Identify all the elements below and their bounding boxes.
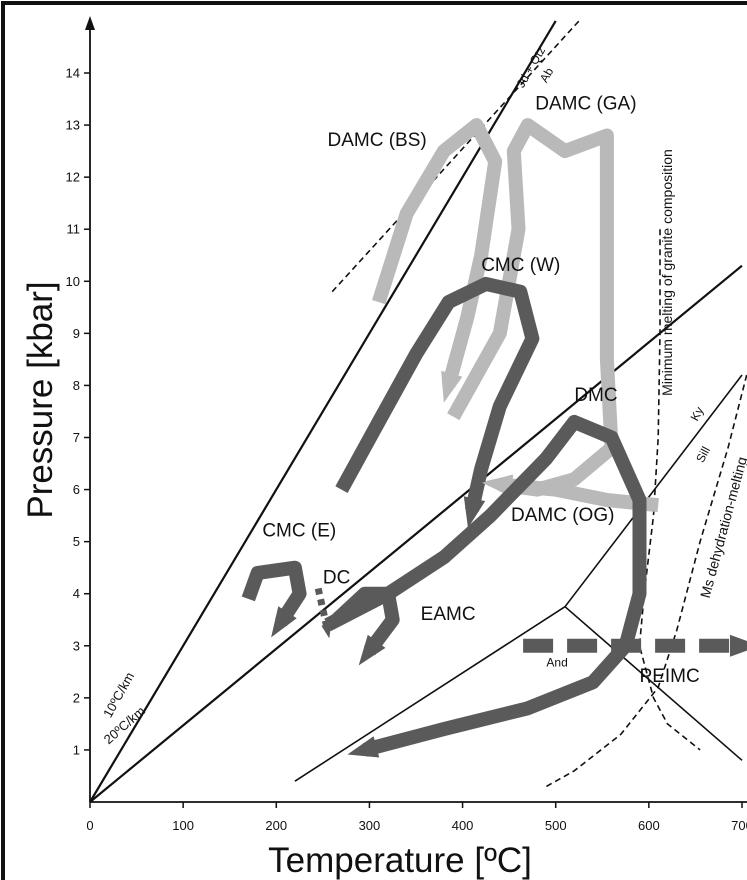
arrowhead-icon: [730, 634, 747, 657]
pt-path: [372, 118, 503, 388]
y-tick-label: 1: [73, 742, 80, 757]
path-label: CMC (E): [262, 520, 336, 541]
y-axis-label: Pressure [kbar]: [21, 281, 60, 518]
metamorphic-paths: [241, 118, 747, 758]
y-tick-label: 3: [73, 638, 80, 653]
path-label: EAMC: [421, 604, 476, 625]
pt-path: [332, 586, 400, 656]
path-label: DAMC (GA): [535, 93, 636, 114]
x-tick-label: 0: [86, 818, 93, 833]
y-tick-label: 8: [73, 378, 80, 393]
x-tick-label: 200: [265, 818, 287, 833]
y-tick-label: 9: [73, 326, 80, 341]
reaction-line: [546, 374, 747, 788]
path-label: PEIMC: [640, 666, 700, 687]
reaction-label: Minimum melting of granite composition: [659, 149, 675, 396]
x-tick-label: 500: [545, 818, 567, 833]
arrowhead-icon: [358, 634, 386, 666]
reaction-label: Ab: [537, 65, 557, 85]
reaction-line: [294, 606, 566, 782]
reaction-label: And: [546, 656, 567, 670]
pt-path: [447, 118, 619, 497]
path-label: DC: [323, 567, 350, 588]
geotherm-line: [89, 264, 743, 803]
pt-path: [314, 587, 331, 631]
arrowhead-icon: [321, 623, 332, 639]
pt-path: [241, 560, 307, 627]
x-tick-label: 600: [638, 818, 660, 833]
path-label: DMC: [574, 385, 617, 406]
pt-path: [324, 414, 647, 757]
path-label: DAMC (BS): [328, 130, 427, 151]
arrowhead-icon: [347, 736, 380, 758]
y-tick-label: 2: [73, 690, 80, 705]
geotherm-line: [89, 20, 557, 803]
reaction-label: Sill: [693, 444, 713, 465]
reaction-line: [331, 20, 580, 293]
y-tick-label: 4: [73, 586, 80, 601]
y-tick-label: 5: [73, 534, 80, 549]
path-label: CMC (W): [481, 255, 560, 276]
x-tick-label: 400: [452, 818, 474, 833]
arrowhead-icon: [463, 496, 486, 528]
y-tick-label: 13: [66, 118, 80, 133]
reaction-line: [564, 374, 743, 608]
y-axis-arrow-icon: [85, 16, 95, 30]
path-label: DAMC (OG): [511, 505, 614, 526]
reaction-label: Ky: [688, 404, 707, 423]
y-tick-label: 10: [66, 274, 80, 289]
y-tick-label: 14: [66, 66, 80, 81]
reaction-line: [564, 606, 743, 761]
y-tick-label: 11: [67, 222, 81, 237]
y-tick-label: 6: [73, 482, 80, 497]
y-tick-label: 12: [66, 170, 80, 185]
pt-path: [335, 276, 540, 512]
x-axis-label: Temperature [ºC]: [268, 841, 532, 880]
x-tick-label: 700: [731, 818, 747, 833]
arrowhead-icon: [271, 606, 297, 638]
y-tick-label: 7: [73, 430, 80, 445]
x-tick-label: 100: [172, 818, 194, 833]
x-tick-label: 300: [359, 818, 381, 833]
arrowhead-icon: [441, 370, 463, 403]
